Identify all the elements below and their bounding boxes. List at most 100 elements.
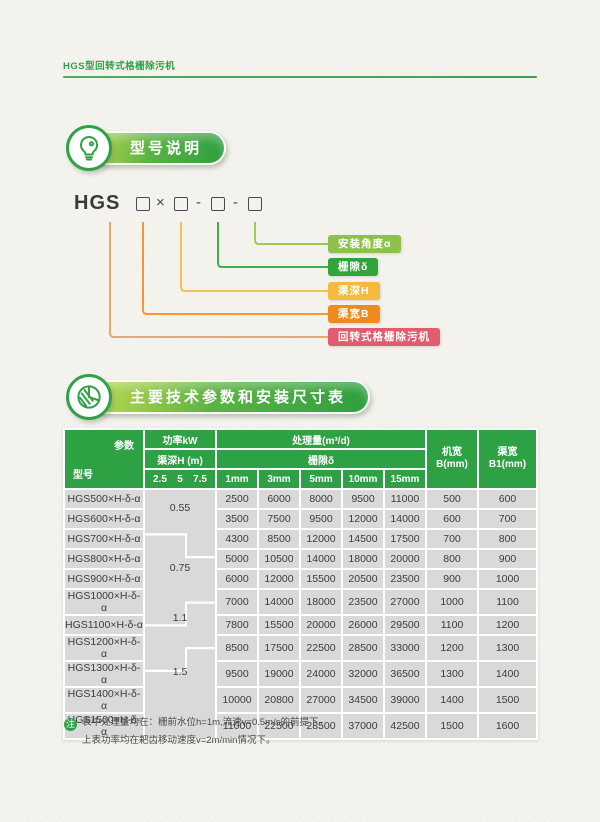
throughput-value-cell: 8500 (259, 530, 299, 548)
throughput-value-cell: 9500 (301, 510, 341, 528)
note-text-1: 表中处理量均在：栅前水位h=1m,流速v=0.5m/s的前提下。 (82, 717, 328, 728)
throughput-value-cell: 6000 (259, 490, 299, 508)
model-section-badge: 型号说明 (66, 124, 227, 172)
model-cell: HGS1200×H-δ-α (65, 636, 143, 660)
badge-label: 主要技术参数和安装尺寸表 (86, 380, 371, 414)
throughput-value-cell: 18000 (301, 590, 341, 614)
power-value: 0.75 (169, 562, 191, 574)
throughput-value-cell: 20000 (385, 550, 425, 568)
col-header-machine-width: 机宽 B(mm) (427, 430, 477, 488)
channel-width-line2: B1(mm) (488, 459, 527, 470)
channel-width-cell: 600 (479, 490, 536, 508)
throughput-value-cell: 14000 (259, 590, 299, 614)
code-box-channel-depth (174, 197, 188, 211)
throughput-value-cell: 17500 (385, 530, 425, 548)
power-value: 1.5 (172, 666, 188, 678)
machine-width-cell: 1200 (427, 636, 477, 660)
machine-width-cell: 1100 (427, 616, 477, 634)
throughput-value-cell: 5000 (217, 550, 257, 568)
throughput-value-cell: 36500 (385, 662, 425, 686)
table-row: HGS1300×H-δ-α 9500 19000 24000 32000 36500 130… (65, 662, 536, 686)
label-chip-install-angle: 安装角度α (328, 235, 402, 253)
throughput-value-cell: 39000 (385, 688, 425, 712)
throughput-value-cell: 23500 (385, 570, 425, 588)
throughput-value-cell: 26000 (343, 616, 383, 634)
connector-line-channel-width (142, 222, 328, 315)
table-row: HGS800×H-δ-α 5000 10500 14000 18000 20000 800 9… (65, 550, 536, 568)
throughput-value-cell: 14000 (301, 550, 341, 568)
throughput-value-cell: 33000 (385, 636, 425, 660)
machine-width-line1: 机宽 (442, 447, 462, 458)
badge-circle (66, 125, 112, 171)
channel-width-line1: 渠宽 (497, 447, 518, 458)
machine-width-cell: 1400 (427, 688, 477, 712)
label-chip-channel-width: 渠宽B (328, 305, 380, 323)
throughput-value-cell: 8000 (301, 490, 341, 508)
code-box-install-angle (248, 197, 262, 211)
col-header-depth-values: 2.5 5 7.5 (145, 470, 215, 488)
footnotes: 注表中处理量均在：栅前水位h=1m,流速v=0.5m/s的前提下。 上表功率均在… (64, 714, 328, 750)
throughput-value-cell: 23500 (343, 590, 383, 614)
throughput-value-cell: 11000 (217, 714, 257, 738)
throughput-value-cell: 18000 (343, 550, 383, 568)
channel-width-cell: 1200 (479, 616, 536, 634)
channel-width-cell: 1600 (479, 714, 536, 738)
power-value: 1.1 (172, 612, 188, 624)
throughput-value-cell: 7500 (259, 510, 299, 528)
page-title: HGS型回转式格栅除污机 (63, 61, 176, 72)
pie-chart-icon (77, 385, 101, 409)
code-dash-symbol: - (233, 194, 238, 211)
connector-line-machine (109, 222, 328, 338)
throughput-value-cell: 6000 (217, 570, 257, 588)
throughput-value-cell: 42500 (385, 714, 425, 738)
model-cell: HGS1300×H-δ-α (65, 662, 143, 686)
throughput-value-cell: 20500 (343, 570, 383, 588)
table-row: HGS600×H-δ-α 3500 7500 9500 12000 14000 600 700 (65, 510, 536, 528)
power-value: 0.55 (169, 502, 191, 514)
model-cell: HGS600×H-δ-α (65, 510, 143, 528)
throughput-value-cell: 24000 (301, 662, 341, 686)
model-cell: HGS1500×H-δ-α (65, 714, 143, 738)
machine-width-cell: 600 (427, 510, 477, 528)
throughput-value-cell: 11000 (385, 490, 425, 508)
code-box-grid-gap (211, 197, 225, 211)
throughput-value-cell: 10500 (259, 550, 299, 568)
model-cell: HGS500×H-δ-α (65, 490, 143, 508)
throughput-value-cell: 12000 (343, 510, 383, 528)
spec-table-body: HGS500×H-δ-α 0.55 0.75 1.1 1.5 2500 6000 8… (65, 490, 536, 738)
table-row: HGS500×H-δ-α 0.55 0.75 1.1 1.5 2500 6000 8… (65, 490, 536, 738)
throughput-value-cell: 22500 (259, 714, 299, 738)
table-row: HGS900×H-δ-α 6000 12000 15500 20500 23500 900 1… (65, 570, 536, 588)
throughput-value-cell: 7800 (217, 616, 257, 634)
col-header-gap-5mm: 5mm (301, 470, 341, 488)
header-row: 参数 型号 功率kW 处理量(m³/d) 机宽 B(mm) 渠宽 B1(mm) (65, 430, 536, 488)
throughput-value-cell: 15500 (259, 616, 299, 634)
throughput-value-cell: 9500 (343, 490, 383, 508)
table-row: HGS1400×H-δ-α 10000 20800 27000 34500 39000 14… (65, 688, 536, 712)
throughput-value-cell: 14500 (343, 530, 383, 548)
model-code-diagram: HGS × - - 安装角度α 栅隙δ 渠深H 渠宽B 回转式格栅除污机 (60, 192, 540, 362)
corner-label-parameter: 参数 (114, 441, 134, 452)
machine-width-cell: 700 (427, 530, 477, 548)
col-header-gap-1mm: 1mm (217, 470, 257, 488)
model-cell: HGS1400×H-δ-α (65, 688, 143, 712)
connector-line-channel-depth (180, 222, 328, 292)
throughput-value-cell: 3500 (217, 510, 257, 528)
col-header-depth: 渠深H (m) (145, 450, 215, 468)
connector-line-install-angle (254, 222, 328, 245)
machine-width-cell: 800 (427, 550, 477, 568)
throughput-value-cell: 7000 (217, 590, 257, 614)
table-row: HGS1000×H-δ-α 7000 14000 18000 23500 27000 100… (65, 590, 536, 614)
throughput-value-cell: 4300 (217, 530, 257, 548)
col-header-gap-10mm: 10mm (343, 470, 383, 488)
col-header-throughput: 处理量(m³/d) (217, 430, 425, 448)
throughput-value-cell: 10000 (217, 688, 257, 712)
channel-width-cell: 900 (479, 550, 536, 568)
power-step-borders (145, 533, 215, 673)
code-prefix: HGS (74, 192, 121, 214)
table-row: HGS1200×H-δ-α 8500 17500 22500 28500 33000 120… (65, 636, 536, 660)
machine-width-line2: B(mm) (436, 459, 468, 470)
channel-width-cell: 800 (479, 530, 536, 548)
model-cell: HGS700×H-δ-α (65, 530, 143, 548)
